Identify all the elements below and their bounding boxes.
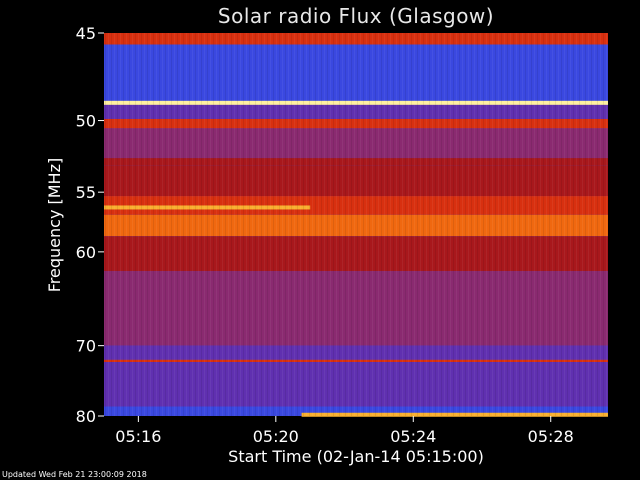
y-tick-label: 50 bbox=[76, 112, 96, 131]
y-axis-label: Frequency [MHz] bbox=[45, 158, 64, 292]
chart-title: Solar radio Flux (Glasgow) bbox=[217, 4, 495, 28]
y-tick-label: 60 bbox=[76, 243, 96, 262]
y-tick-label: 55 bbox=[76, 183, 96, 202]
x-axis-label: Start Time (02-Jan-14 05:15:00) bbox=[228, 447, 484, 466]
x-tick-label: 05:28 bbox=[528, 427, 574, 446]
y-tick-label: 45 bbox=[76, 24, 96, 43]
x-tick-label: 05:16 bbox=[115, 427, 161, 446]
y-tick-label: 80 bbox=[76, 407, 96, 426]
y-tick-label: 70 bbox=[76, 337, 96, 356]
plot-texture bbox=[104, 33, 608, 416]
x-tick-label: 05:24 bbox=[390, 427, 436, 446]
y-axis: 45 50 55 60 70 80 bbox=[76, 24, 104, 426]
updated-timestamp: Updated Wed Feb 21 23:00:09 2018 bbox=[2, 470, 147, 479]
x-tick-label: 05:20 bbox=[253, 427, 299, 446]
x-axis: 05:16 05:20 05:24 05:28 bbox=[115, 416, 574, 446]
